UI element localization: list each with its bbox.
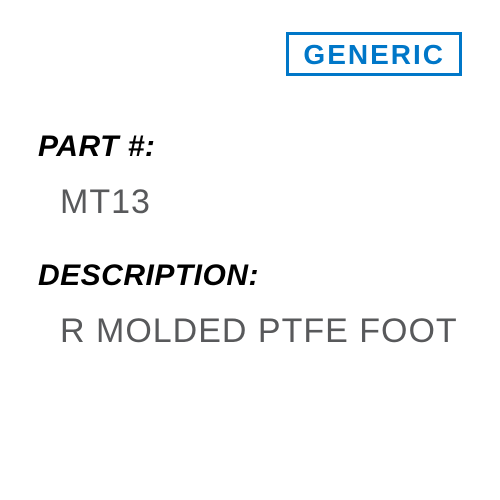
part-number-label: PART #: — [38, 130, 462, 164]
part-number-value: MT13 — [60, 178, 462, 227]
description-field: DESCRIPTION: R MOLDED PTFE FOOT — [38, 259, 462, 356]
brand-label: GENERIC — [303, 39, 445, 70]
description-label: DESCRIPTION: — [38, 259, 462, 293]
content-area: PART #: MT13 DESCRIPTION: R MOLDED PTFE … — [38, 130, 462, 389]
part-number-field: PART #: MT13 — [38, 130, 462, 227]
description-value: R MOLDED PTFE FOOT — [60, 307, 462, 356]
brand-box: GENERIC — [286, 32, 462, 76]
